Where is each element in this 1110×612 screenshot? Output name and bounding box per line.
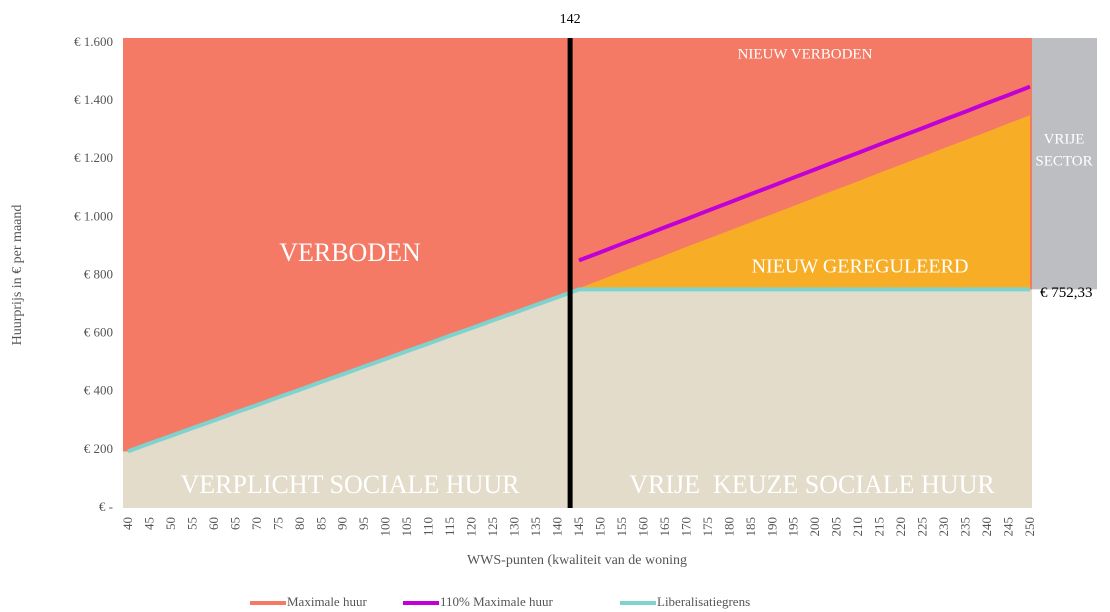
series-line [127,113,1031,450]
x-tick-label: 65 [227,517,242,530]
y-tick-label: € 200 [84,441,113,456]
x-tick-label: 245 [1001,517,1016,537]
x-tick-label: 110 [421,517,436,536]
region-label: NIEUW VERBODEN [738,46,873,62]
y-tick-label: € 400 [84,383,113,398]
x-tick-label: 140 [550,517,565,537]
x-tick-label: 115 [442,517,457,536]
x-tick-label: 40 [120,517,135,530]
social-area [123,289,1032,508]
x-tick-label: 240 [979,517,994,537]
x-tick-label: 190 [764,517,779,537]
x-tick-label: 185 [743,517,758,537]
x-tick-label: 235 [958,517,973,537]
region-label: VRIJE [1044,131,1085,147]
y-tick-label: € 1.200 [74,150,113,165]
x-tick-label: 215 [872,517,887,537]
x-tick-label: 45 [141,517,156,530]
legend-label: 110% Maximale huur [440,594,554,609]
x-tick-label: 200 [807,517,822,537]
y-tick-label: € - [99,499,113,514]
threshold-label: 142 [560,12,581,27]
x-tick-label: 90 [335,517,350,530]
x-tick-label: 145 [571,517,586,537]
y-tick-label: € 1.400 [74,92,113,107]
x-tick-label: 160 [635,517,650,537]
x-tick-label: 100 [378,517,393,537]
y-tick-label: € 1.600 [74,34,113,49]
x-tick-label: 130 [507,517,522,537]
legend-label: Liberalisatiegrens [657,594,750,609]
region-label: VERPLICHT SOCIALE HUUR [181,470,521,499]
y-axis-title: Huurprijs in € per maand [10,205,25,346]
x-tick-label: 180 [721,517,736,537]
x-tick-label: 225 [915,517,930,537]
x-tick-label: 55 [184,517,199,530]
x-tick-label: 80 [292,517,307,530]
y-tick-label: € 800 [84,266,113,281]
x-tick-label: 135 [528,517,543,537]
x-tick-label: 75 [270,517,285,530]
x-tick-label: 175 [700,517,715,537]
series-line [127,287,1030,454]
y-tick-label: € 600 [84,325,113,340]
x-tick-label: 170 [678,517,693,537]
x-tick-label: 150 [592,517,607,537]
x-tick-label: 125 [485,517,500,537]
region-label: NIEUW GEREGULEERD [752,256,969,278]
x-tick-label: 95 [356,517,371,530]
x-tick-label: 60 [206,517,221,530]
region-label: VRIJE KEUZE SOCIALE HUUR [629,470,995,499]
x-tick-label: 155 [614,517,629,537]
region-label: VERBODEN [279,238,421,267]
x-tick-label: 105 [399,517,414,537]
x-tick-label: 210 [850,517,865,537]
x-tick-label: 195 [786,517,801,537]
x-tick-label: 50 [163,517,178,530]
legend-label: Maximale huur [287,594,367,609]
x-tick-label: 85 [313,517,328,530]
y-tick-label: € 1.000 [74,208,113,223]
x-tick-label: 220 [893,517,908,537]
x-tick-label: 205 [829,517,844,537]
x-tick-label: 70 [249,517,264,530]
series-line [578,84,1031,263]
x-tick-label: 165 [657,517,672,537]
x-tick-label: 120 [464,517,479,537]
free-sector-area [1032,38,1097,290]
x-tick-label: 250 [1022,517,1037,537]
limit-label: € 752,33 [1040,285,1093,301]
x-axis-title: WWS-punten (kwaliteit van de woning [467,553,687,568]
x-tick-label: 230 [936,517,951,537]
region-label: SECTOR [1035,153,1092,169]
